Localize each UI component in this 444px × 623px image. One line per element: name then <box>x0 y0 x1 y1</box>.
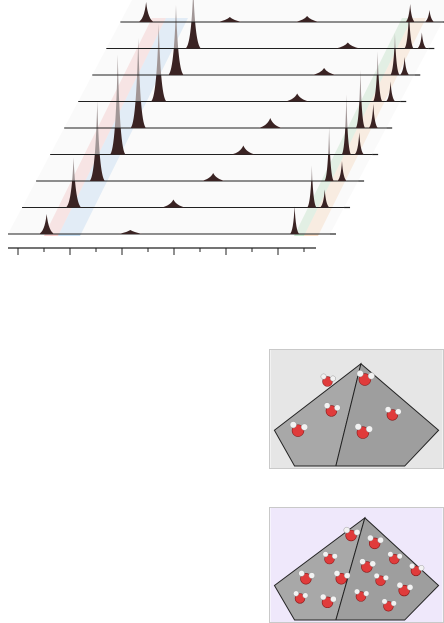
water-molecule <box>320 373 336 387</box>
trace-peak <box>201 173 226 181</box>
trace-peak <box>289 206 300 234</box>
water-molecule <box>298 570 316 585</box>
trace-peak <box>372 51 383 102</box>
water-molecule <box>359 558 376 573</box>
trace-peak <box>138 2 155 22</box>
trace-plane <box>8 207 344 234</box>
water-molecule <box>356 370 375 386</box>
water-molecule <box>322 551 338 565</box>
water-molecule <box>323 402 341 417</box>
water-molecule <box>409 563 425 577</box>
water-molecule <box>354 588 370 602</box>
trace-peak <box>399 57 410 75</box>
trace-peak <box>368 104 379 128</box>
trace-peak <box>285 93 310 102</box>
trace-peak <box>231 145 256 155</box>
trace-peak <box>354 132 365 155</box>
waterfall-spectra-plot <box>8 0 444 255</box>
trace-plane <box>50 128 387 155</box>
water-molecule <box>293 590 309 604</box>
trace-peak <box>417 32 427 49</box>
water-molecule <box>289 421 308 437</box>
water-molecule <box>319 593 337 609</box>
trace-peak <box>161 199 186 208</box>
trace-plane <box>78 75 415 102</box>
trace-peak <box>390 33 400 75</box>
trace-plane <box>120 0 444 22</box>
trace-peak <box>424 10 435 22</box>
trace-peak <box>38 214 55 234</box>
water-molecule <box>343 526 361 542</box>
trace-peak <box>307 165 317 208</box>
water-molecule <box>384 406 402 421</box>
trace-peak <box>312 68 337 75</box>
trace-plane <box>106 22 443 49</box>
water-molecule <box>373 572 389 586</box>
trace-plane <box>22 181 359 208</box>
inset-many-water-cluster <box>269 507 444 623</box>
trace-peak <box>385 81 396 102</box>
trace-peak <box>404 10 414 49</box>
water-molecule <box>387 551 403 565</box>
trace-peak <box>337 161 347 181</box>
trace-plane <box>64 101 401 128</box>
water-molecule <box>333 570 351 585</box>
trace-plane <box>36 154 373 181</box>
trace-peak <box>217 17 242 22</box>
trace-peak <box>258 118 283 128</box>
trace-peak <box>405 4 415 22</box>
trace-plane <box>92 48 429 75</box>
inset-few-water-cluster <box>269 349 444 469</box>
trace-peak <box>185 0 202 49</box>
trace-peak <box>295 16 320 22</box>
trace-peak <box>65 157 82 208</box>
x-axis <box>8 247 316 255</box>
water-molecule <box>354 423 373 439</box>
trace-peak <box>118 230 143 234</box>
water-molecule <box>367 534 384 550</box>
trace-peak <box>335 42 360 49</box>
spectra-traces <box>8 0 444 235</box>
water-molecule <box>381 598 397 612</box>
water-molecule <box>396 581 414 597</box>
trace-peak <box>319 189 330 208</box>
